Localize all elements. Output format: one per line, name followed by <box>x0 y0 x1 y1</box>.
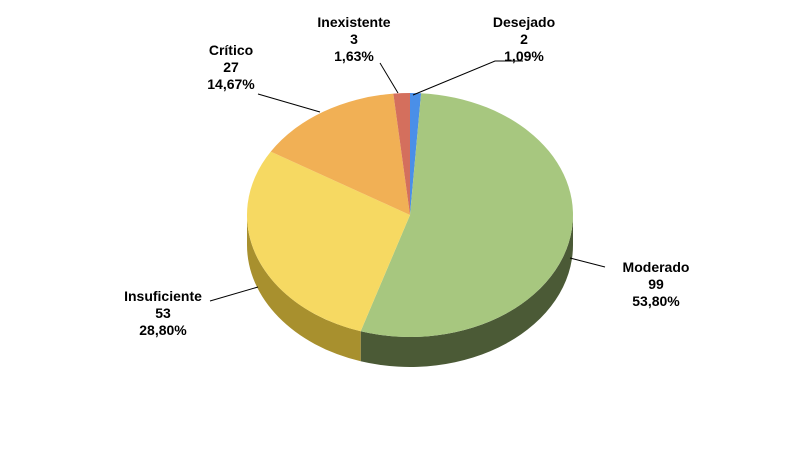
data-label-inexistente-percent: 1,63% <box>334 48 374 64</box>
pie-slice-inexistente <box>393 93 410 215</box>
leader-line-inexistente <box>379 62 399 94</box>
pie-slices <box>246 93 574 337</box>
data-label-critico-name: Crítico <box>209 42 253 58</box>
pie-slice-desejado <box>410 93 422 215</box>
data-label-insuficiente-percent: 28,80% <box>139 322 187 338</box>
data-label-moderado-percent: 53,80% <box>632 293 680 309</box>
data-label-insuficiente-name: Insuficiente <box>124 288 202 304</box>
data-label-critico-percent: 14,67% <box>207 76 255 92</box>
pie-3d-sides <box>247 215 573 367</box>
data-label-desejado-value: 2 <box>520 31 528 47</box>
data-label-moderado-name: Moderado <box>623 259 690 275</box>
leader-line-desejado <box>412 60 523 96</box>
pie-side-insuficiente <box>247 215 361 362</box>
label-leader-lines <box>209 60 606 302</box>
leader-line-moderado <box>569 257 606 268</box>
data-label-critico-value: 27 <box>223 59 239 75</box>
pie-slice-insuficiente <box>246 151 410 332</box>
data-label-inexistente-name: Inexistente <box>317 14 390 30</box>
pie-slice-moderado <box>360 93 574 337</box>
data-label-moderado-value: 99 <box>648 276 664 292</box>
data-label-inexistente-value: 3 <box>350 31 358 47</box>
pie-side-moderado <box>360 215 573 367</box>
data-label-desejado-percent: 1,09% <box>504 48 544 64</box>
data-label-insuficiente-value: 53 <box>155 305 171 321</box>
leader-line-insuficiente <box>209 286 259 302</box>
leader-line-critico <box>257 93 321 113</box>
pie-slice-critico <box>270 93 410 215</box>
data-label-desejado-name: Desejado <box>493 14 555 30</box>
